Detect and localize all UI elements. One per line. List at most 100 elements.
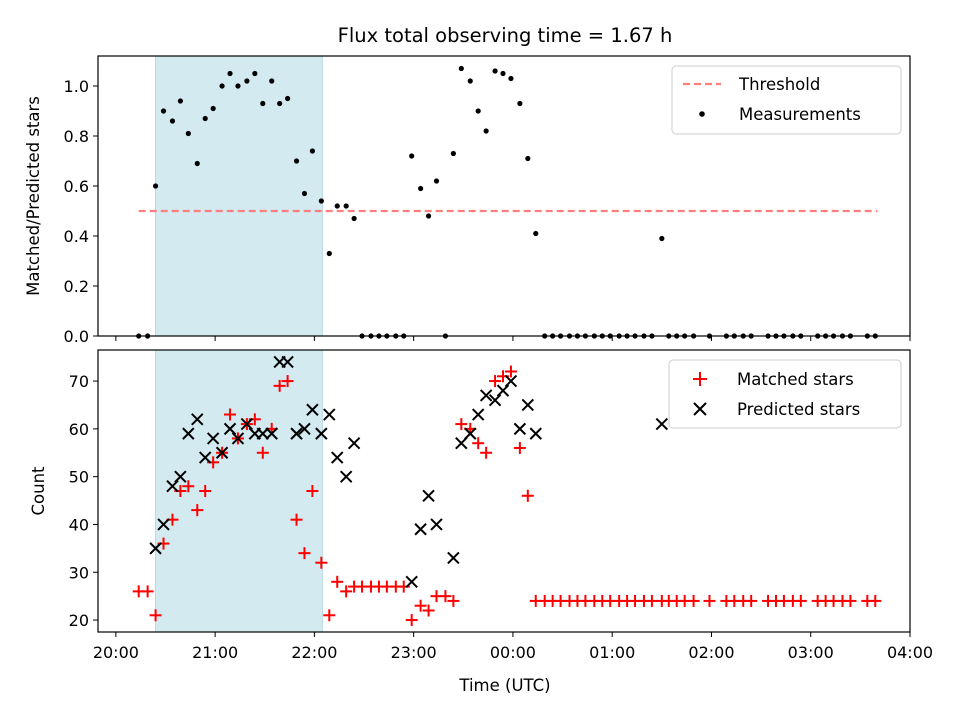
matched-star-point [141,585,154,598]
predicted-star-point [199,451,212,464]
matched-star-point [224,408,237,421]
predicted-star-point [488,393,502,407]
predicted-star-stroke [166,480,179,493]
x-tick-label: 03:00 [788,643,834,662]
measurement-point [343,203,349,209]
top-legend-box [671,65,902,135]
predicted-star-point [471,408,485,421]
matched-star-point [182,480,195,493]
measurement-point [160,108,167,114]
x-tick-label: 01:00 [589,643,635,662]
matched-star-point [306,485,319,497]
predicted-star-stroke [464,427,477,440]
matched-star-point [480,446,493,459]
matched-star-point [273,379,286,392]
legend-matched-label: Matched stars [737,370,854,389]
matched-star-point [521,489,534,502]
predicted-star-stroke [174,470,187,483]
predicted-star-point [464,427,477,440]
predicted-star-stroke [240,417,254,431]
predicted-star-stroke [223,422,237,436]
measurement-point [202,115,208,122]
measurement-point [301,190,308,197]
top-y-tick-label: 0.6 [64,177,89,196]
matched-star-point [745,594,758,607]
matched-star-point [281,375,294,388]
top-y-tick-label: 0.2 [64,277,89,296]
measurement-point [351,215,357,222]
predicted-star-point [405,575,418,589]
predicted-star-point [157,518,170,531]
matched-star-point [869,594,882,607]
measurement-point [210,105,216,112]
predicted-star-point [479,389,493,402]
predicted-star-stroke [422,489,435,502]
predicted-star-point [504,374,518,388]
predicted-star-stroke [149,542,162,555]
predicted-star-stroke [231,432,245,445]
matched-star-point [149,609,162,622]
measurement-point [326,250,332,257]
predicted-star-point [298,422,311,436]
x-tick-label: 22:00 [291,643,337,662]
predicted-star-stroke [265,427,278,440]
predicted-star-point [521,398,535,412]
measurement-point [169,118,176,124]
predicted-star-point [430,518,443,531]
bottom-legend: Matched stars Predicted stars [668,359,902,429]
predicted-star-stroke [331,451,344,464]
measurement-point [309,148,316,154]
predicted-star-point [414,523,427,536]
predicted-star-point [149,542,162,555]
predicted-star-stroke [323,408,336,421]
measurement-point [659,235,665,242]
legend-measurements-label: Measurements [739,105,861,124]
x-tick-label: 02:00 [688,643,734,662]
bottom-panel: 20:00 21:00 22:00 23:00 00:00 01:00 02:00 03:00… [29,349,933,662]
measurement-point [517,100,523,107]
measurement-point [508,75,514,82]
measurement-point [152,183,159,189]
predicted-star-stroke [504,374,518,388]
top-y-tick-label: 0.0 [64,327,89,346]
matched-star-point [290,513,303,526]
predicted-star-stroke [513,422,527,436]
predicted-star-stroke [405,575,418,589]
predicted-star-point [455,436,468,450]
predicted-star-stroke [471,408,485,421]
measurement-point [269,78,275,84]
bottom-axes-frame [97,349,911,633]
predicted-star-point [166,480,179,493]
measurement-point [450,150,456,157]
legend-matched-marker [693,372,707,386]
predicted-star-point [339,470,353,483]
predicted-star-point [496,384,510,397]
predicted-star-point [306,403,319,416]
matched-star-point [323,609,336,622]
predicted-star-stroke [290,427,303,440]
measurement-point [467,78,473,84]
predicted-star-point [215,446,229,459]
matched-star-point [422,604,435,617]
predicted-star-point [281,355,294,369]
matched-star-point [298,547,311,560]
measurement-point [235,83,241,89]
bottom-y-tick-label: 20 [69,611,89,630]
measurement-point [425,213,432,219]
matched-star-point [256,446,269,459]
top-shaded-region [155,55,323,337]
matched-star-point [687,594,700,607]
predicted-star-point [191,413,204,426]
predicted-star-point [256,427,269,440]
predicted-star-stroke [521,398,535,412]
x-tick-label: 21:00 [192,643,238,662]
bottom-y-tick-label: 50 [69,468,89,487]
measurement-point [483,128,489,134]
predicted-star-stroke [655,417,669,431]
predicted-star-stroke [488,393,502,407]
predicted-star-point [315,427,328,440]
bottom-legend-box [668,359,902,429]
matched-star-point [794,594,807,607]
measurement-point [284,95,291,102]
